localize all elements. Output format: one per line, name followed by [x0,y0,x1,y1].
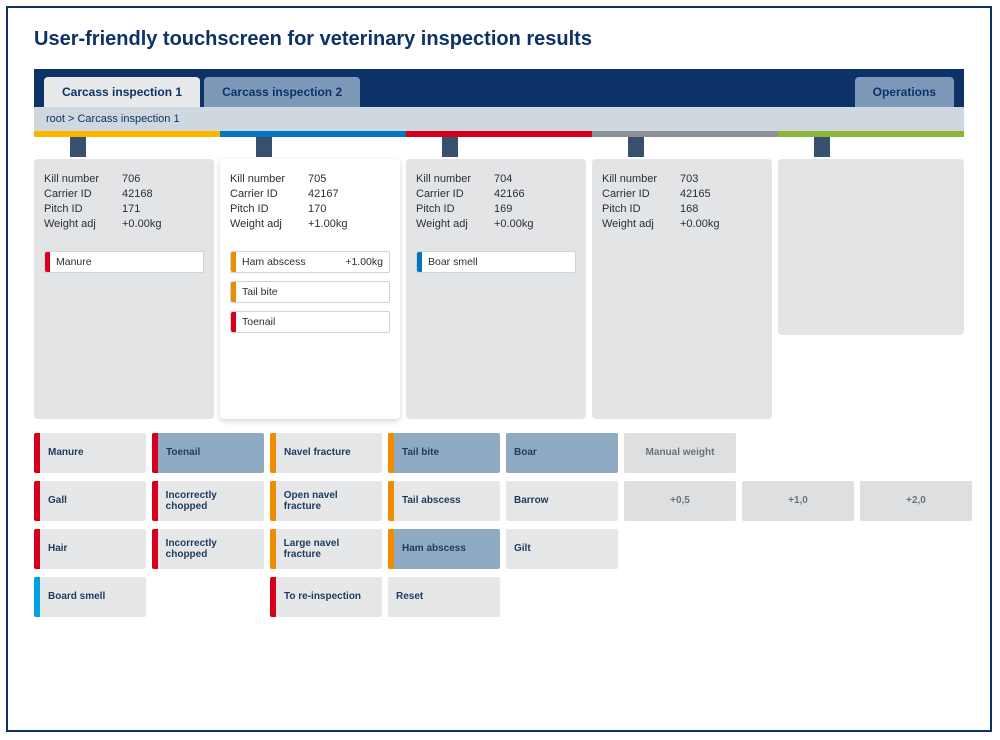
button-grid: ManureToenailNavel fractureTail biteBoar… [34,433,964,617]
card-field-kill: Kill number703 [602,173,762,185]
card-connector-row [34,137,964,161]
inspection-card[interactable]: Kill number703 Carrier ID42165 Pitch ID168… [592,159,772,419]
card-field-weight: Weight adj+0.00kg [602,218,762,230]
grid-button[interactable]: Tail bite [388,433,500,473]
grid-button[interactable]: Navel fracture [270,433,382,473]
card-field-kill: Kill number704 [416,173,576,185]
grid-button[interactable]: +0,5 [624,481,736,521]
card-field-pitch: Pitch ID171 [44,203,204,215]
grid-button[interactable]: Gilt [506,529,618,569]
card-field-carrier: Carrier ID42167 [230,188,390,200]
inspection-card[interactable]: Kill number704 Carrier ID42166 Pitch ID169… [406,159,586,419]
grid-button[interactable]: Large navel fracture [270,529,382,569]
grid-button[interactable]: +1,0 [742,481,854,521]
card-connector [442,137,458,157]
page-title: User-friendly touchscreen for veterinary… [34,28,964,51]
colorbar-seg-yellow [34,131,220,137]
card-field-kill: Kill number705 [230,173,390,185]
inspection-card[interactable]: Kill number705 Carrier ID42167 Pitch ID170… [220,159,400,419]
grid-button[interactable]: Manual weight [624,433,736,473]
card-field-weight: Weight adj+0.00kg [44,218,204,230]
tab-bar: Carcass inspection 1 Carcass inspection … [34,69,964,107]
card-field-pitch: Pitch ID169 [416,203,576,215]
cards-row: Kill number706 Carrier ID42168 Pitch ID171… [34,159,964,419]
grid-button[interactable]: Barrow [506,481,618,521]
colorbar-seg-blue [220,131,406,137]
card-field-pitch: Pitch ID168 [602,203,762,215]
tab-carcass-2[interactable]: Carcass inspection 2 [204,77,360,107]
app-frame: User-friendly touchscreen for veterinary… [6,6,992,732]
grid-button[interactable]: +2,0 [860,481,972,521]
card-field-kill: Kill number706 [44,173,204,185]
grid-button[interactable]: Tail abscess [388,481,500,521]
finding-chip[interactable]: Manure [44,251,204,273]
tab-operations[interactable]: Operations [855,77,954,107]
card-field-carrier: Carrier ID42166 [416,188,576,200]
grid-button[interactable]: Reset [388,577,500,617]
inspection-card[interactable]: Kill number706 Carrier ID42168 Pitch ID171… [34,159,214,419]
card-connector [70,137,86,157]
grid-button[interactable]: Toenail [152,433,264,473]
card-connector [628,137,644,157]
finding-chip[interactable]: Ham abscess+1.00kg [230,251,390,273]
cards-filler [778,159,964,335]
grid-button[interactable]: Boar [506,433,618,473]
card-field-carrier: Carrier ID42168 [44,188,204,200]
card-field-pitch: Pitch ID170 [230,203,390,215]
card-connector [814,137,830,157]
card-field-weight: Weight adj+0.00kg [416,218,576,230]
card-field-carrier: Carrier ID42165 [602,188,762,200]
grid-button[interactable]: Incorrectly chopped [152,529,264,569]
grid-button[interactable]: Open navel fracture [270,481,382,521]
card-field-weight: Weight adj+1.00kg [230,218,390,230]
finding-chip[interactable]: Toenail [230,311,390,333]
colorbar-seg-red [406,131,592,137]
colorbar-seg-gray [592,131,778,137]
card-connector [256,137,272,157]
finding-chip[interactable]: Tail bite [230,281,390,303]
grid-button[interactable]: To re-inspection [270,577,382,617]
grid-button[interactable]: Incorrectly chopped [152,481,264,521]
colorbar-seg-green [778,131,964,137]
grid-button[interactable]: Manure [34,433,146,473]
grid-button[interactable]: Hair [34,529,146,569]
tab-carcass-1[interactable]: Carcass inspection 1 [44,77,200,107]
grid-button[interactable]: Gall [34,481,146,521]
grid-button[interactable]: Board smell [34,577,146,617]
grid-button[interactable]: Ham abscess [388,529,500,569]
finding-chip[interactable]: Boar smell [416,251,576,273]
breadcrumb: root > Carcass inspection 1 [34,107,964,131]
